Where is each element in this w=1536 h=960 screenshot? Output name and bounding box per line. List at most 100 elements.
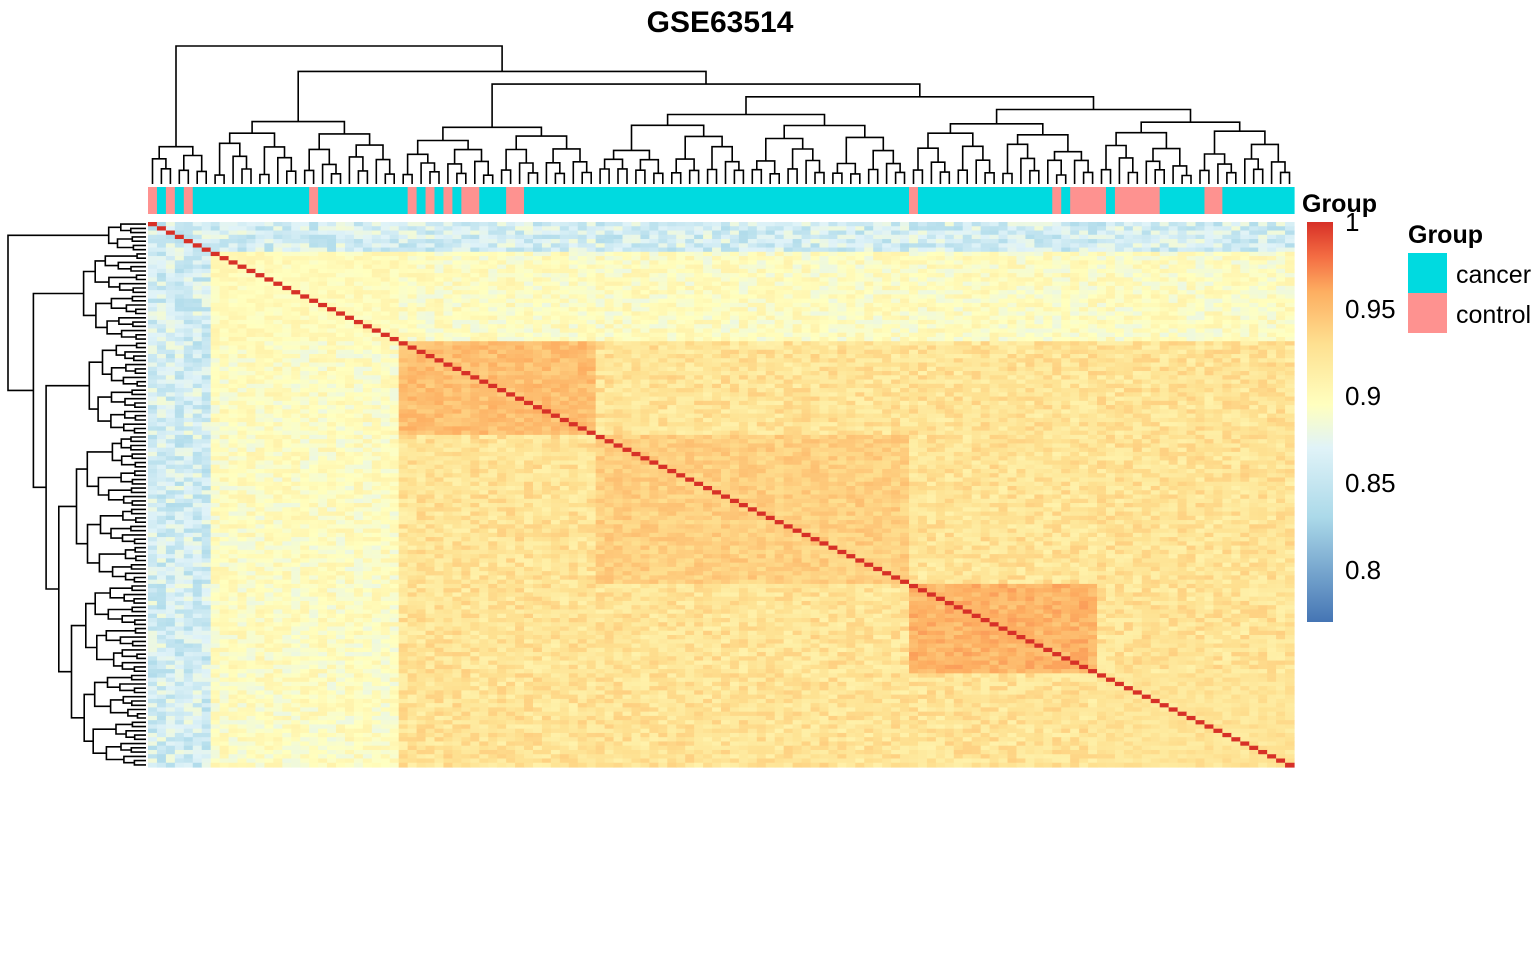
heatmap-cell: [417, 324, 427, 329]
heatmap-cell: [775, 269, 785, 274]
heatmap-cell: [229, 256, 239, 261]
heatmap-cell: [972, 337, 982, 342]
heatmap-cell: [891, 350, 901, 355]
heatmap-cell: [1124, 320, 1134, 325]
heatmap-cell: [1240, 222, 1250, 227]
heatmap-cell: [658, 299, 668, 304]
dendrogram-branch: [110, 588, 132, 598]
heatmap-cell: [739, 222, 749, 227]
heatmap-cell: [1267, 243, 1277, 248]
heatmap-cell: [309, 363, 319, 368]
heatmap-cell: [757, 282, 767, 287]
heatmap-cell: [730, 337, 740, 342]
heatmap-cell: [1240, 282, 1250, 287]
annotation-cell-cancer: [238, 187, 248, 214]
heatmap-cell: [990, 231, 1000, 236]
heatmap-cell: [1070, 282, 1080, 287]
heatmap-cell: [918, 273, 928, 278]
heatmap-cell: [569, 248, 579, 253]
heatmap-cell: [802, 243, 812, 248]
heatmap-cell: [927, 294, 937, 299]
heatmap-cell: [1088, 248, 1098, 253]
heatmap-cell: [963, 358, 973, 363]
dendrogram-branch: [137, 382, 146, 386]
heatmap-cell: [193, 307, 203, 312]
dendrogram-branch: [1205, 154, 1225, 170]
heatmap-cell: [184, 243, 194, 248]
annotation-cell-cancer: [533, 187, 543, 214]
heatmap-cell: [246, 328, 256, 333]
heatmap-cell: [990, 324, 1000, 329]
heatmap-cell: [354, 231, 364, 236]
heatmap-cell: [426, 333, 436, 338]
heatmap-cell: [148, 345, 158, 350]
heatmap-cell: [300, 320, 310, 325]
heatmap-cell: [1106, 307, 1116, 312]
heatmap-cell: [828, 363, 838, 368]
heatmap-cell: [837, 341, 847, 346]
heatmap-cell: [757, 226, 767, 231]
heatmap-cell: [488, 231, 498, 236]
heatmap-cell: [435, 354, 445, 359]
heatmap-cell: [515, 248, 525, 253]
heatmap-cell: [819, 273, 829, 278]
heatmap-cell: [461, 294, 471, 299]
heatmap-cell: [255, 290, 265, 295]
heatmap-cell: [184, 282, 194, 287]
heatmap-cell: [381, 299, 391, 304]
heatmap-cell: [1034, 350, 1044, 355]
heatmap-cell: [1258, 286, 1268, 291]
heatmap-cell: [578, 290, 588, 295]
heatmap-cell: [175, 328, 185, 333]
heatmap-cell: [264, 307, 274, 312]
heatmap-cell: [784, 235, 794, 240]
heatmap-cell: [327, 226, 337, 231]
heatmap-cell: [945, 363, 955, 368]
heatmap-cell: [676, 243, 686, 248]
heatmap-cell: [1088, 363, 1098, 368]
heatmap-cell: [497, 277, 507, 282]
heatmap-cell: [354, 354, 364, 359]
annotation-cell-cancer: [873, 187, 883, 214]
heatmap-cell: [945, 248, 955, 253]
heatmap-cell: [748, 231, 758, 236]
heatmap-cell: [1285, 311, 1295, 316]
heatmap-cell: [569, 320, 579, 325]
heatmap-cell: [246, 345, 256, 350]
heatmap-cell: [1249, 290, 1259, 295]
heatmap-cell: [1222, 231, 1232, 236]
heatmap-cell: [1160, 243, 1170, 248]
heatmap-cell: [784, 367, 794, 372]
heatmap-cell: [327, 239, 337, 244]
heatmap-cell: [229, 286, 239, 291]
heatmap-cell: [220, 235, 230, 240]
heatmap-cell: [452, 226, 462, 231]
heatmap-cell: [1142, 294, 1152, 299]
heatmap-cell: [1187, 265, 1197, 270]
heatmap-cell: [694, 222, 704, 227]
heatmap-cell: [202, 252, 212, 257]
heatmap-cell: [1052, 273, 1062, 278]
heatmap-cell: [819, 320, 829, 325]
heatmap-cell: [1016, 311, 1026, 316]
heatmap-cell: [542, 286, 552, 291]
heatmap-cell: [811, 286, 821, 291]
heatmap-cell: [506, 269, 516, 274]
heatmap-cell: [1124, 222, 1134, 227]
heatmap-cell: [631, 320, 641, 325]
heatmap-cell: [721, 311, 731, 316]
heatmap-cell: [1160, 260, 1170, 265]
heatmap-cell: [1258, 337, 1268, 342]
heatmap-cell: [399, 252, 409, 257]
heatmap-cell: [972, 345, 982, 350]
heatmap-cell: [372, 277, 382, 282]
heatmap-cell: [1088, 316, 1098, 321]
heatmap-cell: [426, 324, 436, 329]
heatmap-cell: [1204, 269, 1214, 274]
heatmap-cell: [891, 316, 901, 321]
heatmap-cell: [255, 358, 265, 363]
heatmap-cell: [461, 222, 471, 227]
heatmap-cell: [282, 294, 292, 299]
heatmap-cell: [1124, 303, 1134, 308]
heatmap-cell: [811, 290, 821, 295]
